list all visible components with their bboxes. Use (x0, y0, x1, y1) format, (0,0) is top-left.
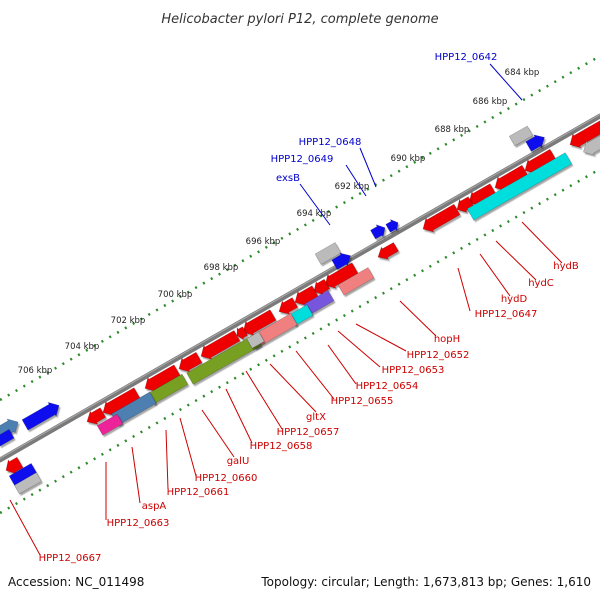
kbp-ticks: 684 kbp 686 kbp 688 kbp 690 kbp 692 kbp 694 k… (18, 68, 540, 376)
genome-summary-text: Topology: circular; Length: 1,673,813 bp… (260, 575, 591, 589)
leader-line (337, 330, 381, 368)
gene-label: HPP12_0653 (382, 365, 445, 376)
gene-feature (21, 401, 60, 431)
gene-label: HPP12_0654 (356, 381, 419, 392)
gene-feature (186, 333, 262, 385)
gene-feature (236, 326, 248, 341)
gene-label: HPP12_0648 (299, 137, 362, 148)
tick-label: 684 kbp (505, 68, 540, 78)
gene-feature (5, 456, 24, 475)
leader-line (295, 350, 335, 400)
gene-label: HPP12_0660 (195, 473, 258, 484)
tick-label: 698 kbp (204, 263, 239, 273)
gene-label: exsB (276, 173, 300, 184)
gene-feature (242, 309, 277, 336)
tick-label: 692 kbp (335, 182, 370, 192)
tick-label: 706 kbp (18, 366, 53, 376)
gene-feature (466, 152, 573, 221)
gene-feature (178, 351, 203, 373)
gene-label: HPP12_0642 (435, 52, 498, 63)
gene-feature (314, 242, 342, 265)
gene-feature (13, 472, 42, 495)
gene-label: HPP12_0667 (39, 553, 102, 564)
tick-label: 694 kbp (297, 209, 332, 219)
gene-feature (0, 428, 15, 447)
forward-gene-labels: HPP12_0642 HPP12_0648 HPP12_0649 exsB (271, 52, 523, 226)
gene-feature (278, 297, 299, 315)
leader-line (165, 429, 169, 490)
leader-line (9, 499, 41, 556)
gene-feature (569, 120, 600, 149)
leader-line (225, 388, 253, 444)
leader-line (201, 409, 235, 458)
leader-line (521, 221, 563, 264)
map-title: Helicobacter pylori P12, complete genome (161, 12, 438, 27)
gene-label: HPP12_0663 (107, 518, 170, 529)
gene-feature (200, 330, 241, 360)
gene-feature (370, 224, 386, 240)
accession-text: Accession: NC_011498 (8, 575, 144, 589)
leader-line (359, 147, 377, 188)
gene-label: HPP12_0647 (475, 309, 538, 320)
tick-label: 702 kbp (111, 316, 146, 326)
gene-feature (96, 413, 124, 436)
gene-feature (583, 135, 600, 156)
gene-label: hydB (553, 261, 579, 272)
leader-line (245, 370, 283, 430)
leader-line (299, 183, 331, 226)
leader-line (131, 446, 141, 504)
gene-feature (331, 252, 351, 270)
leader-line (355, 323, 407, 352)
gene-label: hopH (434, 334, 460, 345)
gene-feature (525, 134, 545, 152)
gene-feature (246, 331, 265, 349)
gene-label: HPP12_0658 (250, 441, 313, 452)
outer-tick-track (0, 54, 600, 402)
leader-line (327, 344, 357, 385)
leader-line (269, 363, 317, 413)
tick-label: 696 kbp (246, 237, 281, 247)
gene-label: galU (227, 456, 250, 467)
tick-label: 688 kbp (435, 125, 470, 135)
gene-label: gltX (306, 412, 326, 423)
leader-line (345, 164, 367, 197)
tick-label: 700 kbp (158, 290, 193, 300)
gene-label: hydD (501, 294, 528, 305)
tick-label: 686 kbp (473, 97, 508, 107)
genome-backbone (0, 113, 600, 463)
gene-label: aspA (142, 501, 167, 512)
leader-line (457, 267, 471, 312)
inner-tick-track (0, 167, 600, 515)
gene-feature (385, 218, 399, 233)
leader-line (479, 253, 511, 297)
gene-label: HPP12_0652 (407, 350, 470, 361)
gene-feature (337, 267, 375, 296)
feature-arrows (0, 120, 600, 495)
gene-label: HPP12_0657 (277, 427, 340, 438)
gene-feature (313, 278, 331, 296)
tick-label: 690 kbp (391, 154, 426, 164)
gene-label: HPP12_0661 (167, 487, 230, 498)
gene-feature (377, 242, 399, 260)
leader-line (489, 63, 523, 101)
leader-line (399, 300, 437, 337)
leader-line (179, 417, 197, 477)
leader-line (495, 240, 537, 281)
gene-feature (86, 407, 107, 425)
gene-feature (508, 125, 534, 147)
gene-label: HPP12_0655 (331, 396, 394, 407)
gene-label: HPP12_0649 (271, 154, 334, 165)
tick-label: 704 kbp (65, 342, 100, 352)
gene-label: hydC (528, 278, 554, 289)
gene-feature (422, 203, 461, 233)
